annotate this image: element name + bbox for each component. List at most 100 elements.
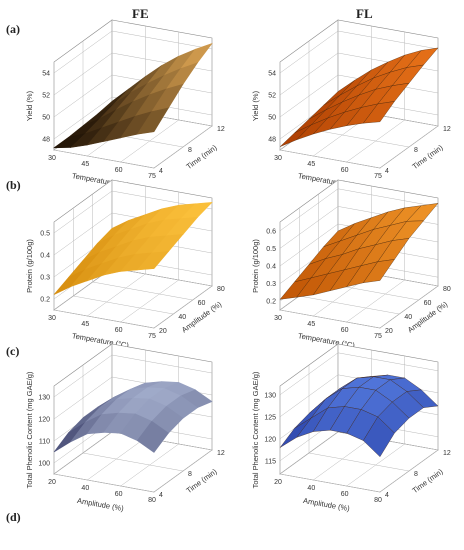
p3-z-tick-label: 0.6 — [266, 228, 276, 235]
p2-x-tick-label: 45 — [81, 321, 89, 328]
p3-x-tick-label: 75 — [374, 333, 382, 340]
p0-z-tick-label: 50 — [42, 115, 50, 122]
p2-y-tick-label: 40 — [178, 314, 186, 321]
p0-x-tick-label: 45 — [81, 161, 89, 168]
p1-x-tick-label: 45 — [307, 161, 315, 168]
p4-y-tick-label: 12 — [217, 450, 225, 457]
p2-z-tick-label: 0.2 — [40, 297, 50, 304]
row-label-c: (c) — [6, 344, 20, 358]
p4-y-tick-label: 4 — [159, 492, 163, 499]
p4-y-gridline — [82, 365, 184, 472]
p0-surface-cell — [136, 107, 170, 135]
p4-z-axis-label: Total Phenolic Content (mg GAE/g) — [25, 371, 34, 488]
p5-z-tick-label: 115 — [265, 458, 276, 465]
p1-x-tick-label: 60 — [341, 167, 349, 174]
p1-x-tick-label: 75 — [374, 173, 382, 180]
p2-y-gridline — [53, 222, 155, 329]
p2-y-gridline — [73, 208, 174, 315]
p1-z-tick-label: 54 — [268, 71, 276, 78]
p3-surface-cell — [362, 259, 395, 284]
p1-z-tick-label: 50 — [268, 115, 276, 122]
p0-y-tick-label: 12 — [217, 126, 225, 133]
p4-x-tick-label: 40 — [81, 485, 89, 492]
p0-z-tick-label: 54 — [42, 71, 50, 78]
p5-x-tick-label: 40 — [307, 485, 315, 492]
p2-x-tick-label: 30 — [48, 315, 56, 322]
p4-z-tick-label: 110 — [39, 439, 50, 446]
p4-surface-cell — [136, 420, 169, 453]
p2-x-tick-label: 60 — [115, 327, 123, 334]
p0-y-gridline — [53, 62, 155, 169]
p5-x-axis-label: Amplitude (%) — [302, 496, 350, 513]
p5-x-tick-label: 60 — [341, 491, 349, 498]
p4-x-tick-label: 60 — [115, 491, 123, 498]
p5-x-tick-label: 20 — [274, 479, 282, 486]
p4-x-tick-label: 80 — [148, 497, 156, 504]
p1-surface-cell — [362, 101, 395, 124]
p1-z-tick-label: 48 — [268, 137, 276, 144]
surface-chart-b-fe: 30456075204060800.20.30.40.5Temperature … — [25, 179, 225, 350]
p1-z-tick-label: 52 — [268, 93, 276, 100]
p5-z-tick-label: 125 — [264, 414, 276, 421]
p2-y-tick-label: 80 — [217, 286, 225, 293]
p2-y-tick-label: 20 — [159, 328, 167, 335]
p5-z-tick-label: 120 — [264, 436, 276, 443]
p2-z-axis-label: Protein (g/100g) — [25, 239, 34, 293]
p0-z-tick-label: 48 — [42, 137, 50, 144]
p3-z-tick-label: 0.3 — [266, 281, 276, 288]
p5-y-tick-label: 8 — [414, 471, 418, 478]
p1-y-tick-label: 8 — [414, 147, 418, 154]
p3-z-tick-label: 0.2 — [266, 299, 276, 306]
p2-y-gridline — [92, 194, 193, 301]
p2-z-tick-label: 0.3 — [40, 275, 50, 282]
p5-y-tick-label: 12 — [443, 450, 451, 457]
p3-z-axis-label: Protein (g/100g) — [251, 239, 260, 293]
p5-z-axis-label: Total Phenolic Content (mg GAE/g) — [251, 371, 260, 488]
p5-y-gridline — [308, 365, 410, 472]
p4-y-gridline — [53, 386, 155, 493]
column-header-fl: FL — [356, 6, 373, 21]
p5-y-tick-label: 4 — [385, 492, 389, 499]
p1-y-tick-label: 4 — [385, 168, 389, 175]
p3-z-tick-label: 0.5 — [266, 246, 276, 253]
row-label-d: (d) — [6, 510, 21, 524]
p5-y-gridline — [337, 344, 439, 451]
p3-y-tick-label: 40 — [404, 314, 412, 321]
p0-y-tick-label: 8 — [188, 147, 192, 154]
p2-z-tick-label: 0.5 — [40, 231, 50, 238]
p5-surface-cell — [363, 416, 395, 458]
p3-y-tick-label: 60 — [424, 300, 432, 307]
p0-x-tick-label: 30 — [48, 155, 56, 162]
p0-x-tick-label: 60 — [115, 167, 123, 174]
p1-x-tick-label: 30 — [274, 155, 282, 162]
p1-z-axis-label: Yield (%) — [251, 90, 260, 121]
p4-y-tick-label: 8 — [188, 471, 192, 478]
p4-x-axis-label: Amplitude (%) — [76, 496, 124, 513]
p3-y-gridline — [279, 222, 381, 329]
p2-surface-cell — [136, 251, 170, 271]
p3-y-tick-label: 80 — [443, 286, 451, 293]
p2-z-tick-label: 0.4 — [40, 253, 50, 260]
column-header-fe: FE — [132, 6, 149, 21]
row-label-b: (b) — [6, 178, 21, 192]
p5-x-tick-label: 80 — [374, 497, 382, 504]
p4-z-tick-label: 120 — [38, 417, 50, 424]
p0-z-tick-label: 52 — [42, 93, 50, 100]
p0-x-tick-label: 75 — [148, 173, 156, 180]
p0-y-tick-label: 4 — [159, 168, 163, 175]
p4-z-tick-label: 100 — [38, 461, 50, 468]
row-label-a: (a) — [6, 22, 20, 36]
p3-x-tick-label: 45 — [307, 321, 315, 328]
p3-y-tick-label: 20 — [385, 328, 393, 335]
p4-z-tick-label: 130 — [38, 395, 50, 402]
p0-z-axis-label: Yield (%) — [25, 90, 34, 121]
p2-x-tick-label: 75 — [148, 333, 156, 340]
p1-y-gridline — [279, 62, 381, 169]
p3-z-tick-label: 0.4 — [266, 264, 276, 271]
p3-x-tick-label: 60 — [341, 327, 349, 334]
p2-y-tick-label: 60 — [198, 300, 206, 307]
